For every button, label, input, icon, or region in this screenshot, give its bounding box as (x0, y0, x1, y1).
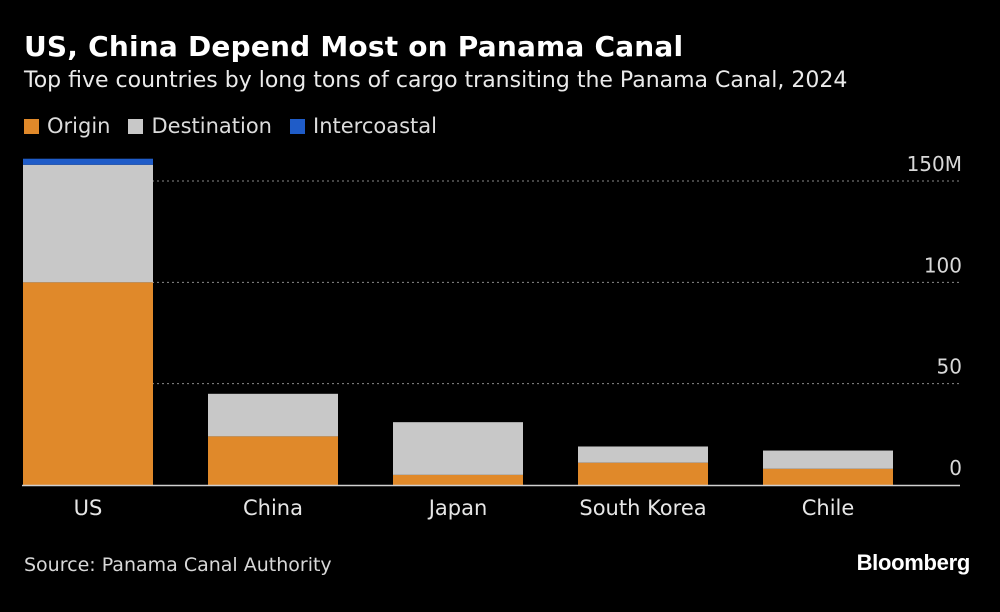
bar-origin-chile (763, 468, 893, 485)
legend-item-origin: Origin (24, 114, 110, 138)
bar-intercoastal-us (23, 158, 153, 165)
chart-subtitle: Top five countries by long tons of cargo… (24, 68, 848, 93)
x-tick-label: US (74, 496, 103, 520)
bar-destination-south-korea (578, 446, 708, 463)
legend-swatch-intercoastal (290, 118, 305, 134)
legend-item-destination: Destination (128, 114, 272, 138)
bar-origin-china (208, 436, 338, 485)
legend-label-destination: Destination (151, 114, 272, 138)
bar-destination-chile (763, 450, 893, 469)
y-tick-label: 0 (949, 456, 962, 480)
bar-destination-china (208, 393, 338, 437)
x-tick-label: South Korea (579, 496, 706, 520)
x-tick-label: China (243, 496, 303, 520)
bar-destination-us (23, 164, 153, 283)
brand-logo: Bloomberg (856, 550, 971, 575)
legend: Origin Destination Intercoastal (24, 114, 437, 138)
y-tick-label: 100 (924, 253, 962, 277)
legend-swatch-origin (24, 118, 39, 134)
legend-label-origin: Origin (47, 114, 111, 138)
legend-item-intercoastal: Intercoastal (290, 114, 437, 138)
source-note: Source: Panama Canal Authority (24, 554, 332, 576)
legend-label-intercoastal: Intercoastal (313, 114, 437, 138)
bar-origin-japan (393, 474, 523, 485)
bar-origin-us (23, 282, 153, 485)
y-tick-label: 50 (937, 355, 962, 379)
chart-title: US, China Depend Most on Panama Canal (24, 30, 684, 63)
x-tick-label: Chile (802, 496, 855, 520)
bar-destination-japan (393, 422, 523, 475)
x-tick-label: Japan (427, 496, 488, 520)
legend-swatch-destination (128, 118, 144, 134)
y-tick-label: 150M (907, 152, 962, 176)
bar-origin-south-korea (578, 462, 708, 485)
